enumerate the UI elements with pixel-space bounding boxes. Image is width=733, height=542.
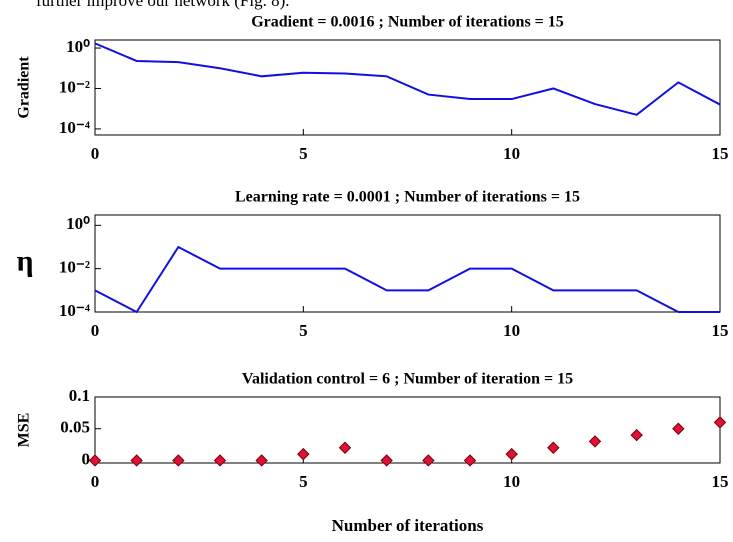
data-point bbox=[713, 416, 727, 429]
chart-title: Learning rate = 0.0001 ; Number of itera… bbox=[235, 189, 580, 206]
y-axis-label: η bbox=[16, 244, 33, 277]
x-tick-label: 0 bbox=[91, 472, 100, 491]
x-tick-label: 15 bbox=[712, 144, 729, 163]
x-tick-label: 0 bbox=[91, 321, 100, 340]
chart-title: Gradient = 0.0016 ; Number of iterations… bbox=[251, 14, 564, 31]
data-point bbox=[88, 454, 102, 467]
data-line bbox=[94, 42, 721, 116]
data-point bbox=[547, 441, 560, 454]
x-axis-label: Number of iterations bbox=[332, 516, 484, 535]
x-tick-label: 5 bbox=[299, 472, 308, 491]
data-point bbox=[630, 428, 643, 442]
x-tick-label: 10 bbox=[503, 472, 520, 491]
x-tick-label: 15 bbox=[712, 472, 729, 491]
y-axis-label: Gradient bbox=[16, 56, 33, 119]
data-point bbox=[297, 447, 310, 461]
y-axis-label: MSE bbox=[16, 413, 33, 448]
x-tick-label: 10 bbox=[503, 144, 520, 163]
data-point bbox=[588, 435, 602, 448]
y-tick-label: 0.05 bbox=[60, 418, 90, 437]
x-tick-label: 0 bbox=[91, 144, 100, 163]
y-tick-label: 0.1 bbox=[69, 386, 90, 405]
x-tick-label: 10 bbox=[503, 321, 520, 340]
x-tick-label: 5 bbox=[299, 144, 308, 163]
data-point bbox=[380, 454, 393, 467]
axes-box bbox=[94, 396, 721, 464]
data-point bbox=[213, 454, 227, 467]
data-point bbox=[255, 454, 268, 467]
x-tick-label: 5 bbox=[299, 321, 308, 340]
x-tick-label: 15 bbox=[712, 321, 729, 340]
data-point bbox=[463, 454, 477, 467]
axes-box bbox=[94, 214, 721, 313]
header-text: further improve our network (Fig. 8). bbox=[36, 0, 290, 10]
y-tick-label: 10⁰ bbox=[66, 214, 90, 233]
axes-box bbox=[94, 39, 721, 136]
y-tick-label: 10⁻² bbox=[59, 258, 90, 277]
y-tick-label: 10⁻⁴ bbox=[59, 301, 90, 320]
y-tick-label: 0 bbox=[82, 449, 91, 468]
data-point bbox=[130, 454, 143, 467]
y-tick-label: 10⁻⁴ bbox=[59, 118, 90, 137]
data-point bbox=[672, 422, 685, 435]
data-point bbox=[422, 454, 435, 467]
data-point bbox=[505, 447, 518, 461]
chart-title: Validation control = 6 ; Number of itera… bbox=[242, 371, 573, 388]
data-line bbox=[94, 245, 720, 314]
y-tick-label: 10⁰ bbox=[66, 37, 90, 56]
data-point bbox=[338, 441, 352, 454]
y-tick-label: 10⁻² bbox=[59, 77, 90, 96]
data-point bbox=[172, 454, 185, 467]
